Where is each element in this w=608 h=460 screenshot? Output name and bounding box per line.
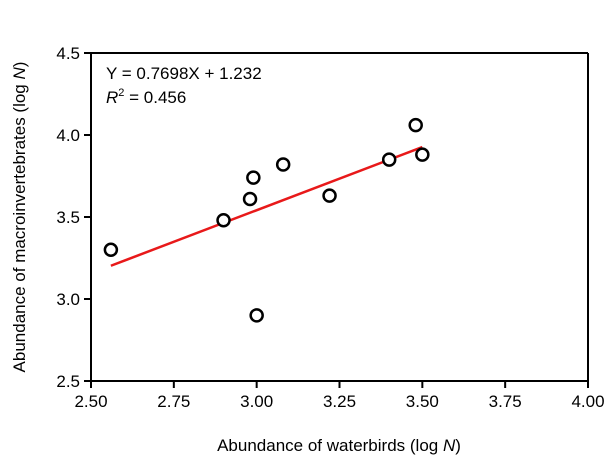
x-axis-title-text: Abundance of waterbirds (log: [217, 436, 443, 455]
x-tick-label: 2.50: [74, 392, 107, 411]
x-tick-label: 3.50: [406, 392, 439, 411]
data-point: [216, 213, 231, 228]
y-tick-label: 3.0: [56, 290, 80, 309]
r-squared-value: = 0.456: [124, 88, 186, 107]
y-axis-title: Abundance of macroinvertebrates (log N): [10, 62, 29, 373]
y-tick-label: 4.5: [56, 44, 80, 63]
data-point: [275, 157, 291, 172]
data-point: [246, 170, 261, 185]
data-point: [408, 117, 423, 133]
x-tick-label: 4.00: [571, 392, 604, 411]
x-axis-title-close: ): [455, 436, 461, 455]
x-tick-label: 3.00: [240, 392, 273, 411]
y-axis-title-close: ): [10, 62, 29, 68]
x-tick-label: 3.75: [489, 392, 522, 411]
plot-area: [103, 117, 430, 323]
regression-line: [110, 145, 423, 267]
y-tick-label: 2.5: [56, 372, 80, 391]
y-axis-title-italic: N: [10, 67, 29, 80]
r-squared-symbol: R: [106, 88, 118, 107]
axes: 2.50 2.75 3.00 3.25 3.50 3.75 4.00 2.5 3.0 3.5 4.0…: [56, 44, 604, 411]
fit-equation: Y = 0.7698X + 1.232: [106, 64, 262, 83]
y-axis-title-text: Abundance of macroinvertebrates (log: [10, 80, 29, 373]
x-axis-title: Abundance of waterbirds (log N): [217, 436, 461, 455]
data-point: [322, 188, 337, 203]
r-squared-superscript: 2: [118, 87, 124, 99]
data-point: [249, 308, 264, 323]
data-point: [242, 191, 258, 207]
y-tick-label: 3.5: [56, 208, 80, 227]
x-tick-label: 2.75: [157, 392, 190, 411]
x-axis-title-italic: N: [443, 436, 456, 455]
r-squared: R2 = 0.456: [106, 87, 186, 107]
data-point: [103, 242, 119, 258]
data-point: [415, 147, 430, 162]
y-tick-label: 4.0: [56, 126, 80, 145]
x-tick-label: 3.25: [323, 392, 356, 411]
data-point: [381, 152, 397, 167]
